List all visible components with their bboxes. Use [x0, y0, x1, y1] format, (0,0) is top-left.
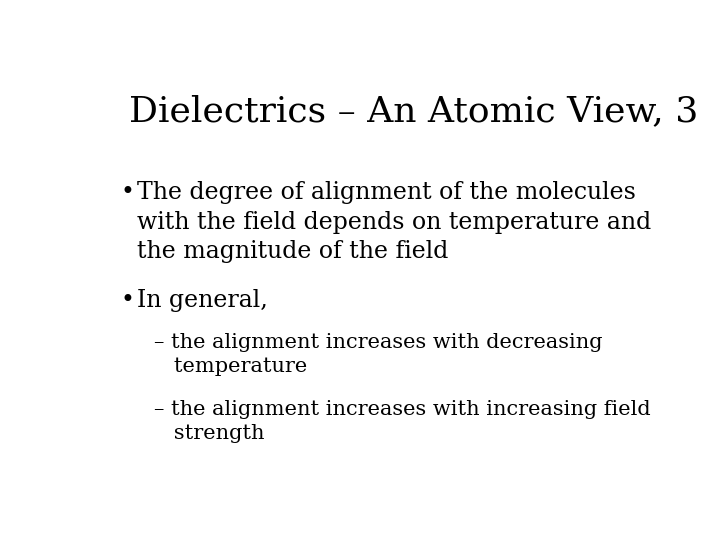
Text: The degree of alignment of the molecules
with the field depends on temperature a: The degree of alignment of the molecules… [138, 181, 652, 263]
Text: •: • [121, 181, 135, 204]
Text: – the alignment increases with increasing field
   strength: – the alignment increases with increasin… [154, 400, 651, 443]
Text: Dielectrics – An Atomic View, 3: Dielectrics – An Atomic View, 3 [129, 94, 698, 128]
Text: In general,: In general, [138, 289, 269, 312]
Text: – the alignment increases with decreasing
   temperature: – the alignment increases with decreasin… [154, 333, 603, 376]
Text: •: • [121, 289, 135, 312]
